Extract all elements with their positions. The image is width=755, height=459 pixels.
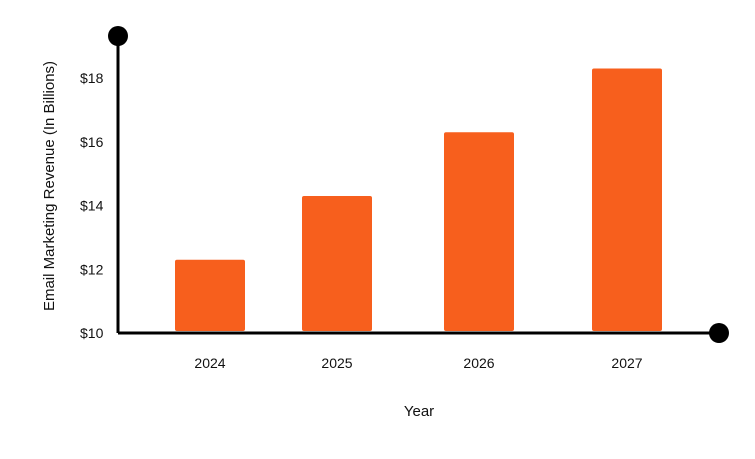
x-tick-labels: 2024 2025 2026 2027 — [194, 355, 642, 371]
x-tick-label: 2024 — [194, 355, 225, 371]
bar-2025 — [302, 195, 372, 331]
y-axis-title: Email Marketing Revenue (In Billions) — [41, 61, 58, 311]
x-axis-title: Year — [404, 403, 434, 420]
bars-group — [175, 68, 662, 331]
y-tick-label: $14 — [80, 198, 104, 214]
y-tick-label: $16 — [80, 134, 104, 150]
y-tick-label: $12 — [80, 261, 104, 277]
bar-2026 — [444, 132, 514, 331]
y-tick-label: $18 — [80, 70, 104, 86]
x-tick-label: 2027 — [611, 355, 642, 371]
x-axis-end-dot — [709, 323, 729, 343]
x-tick-label: 2025 — [321, 355, 352, 371]
y-axis-end-dot — [108, 26, 128, 46]
x-tick-label: 2026 — [463, 355, 494, 371]
bar-2027 — [592, 68, 662, 331]
y-tick-labels: $10 $12 $14 $16 $18 — [80, 70, 104, 341]
y-tick-label: $10 — [80, 325, 104, 341]
bar-2024 — [175, 259, 245, 331]
